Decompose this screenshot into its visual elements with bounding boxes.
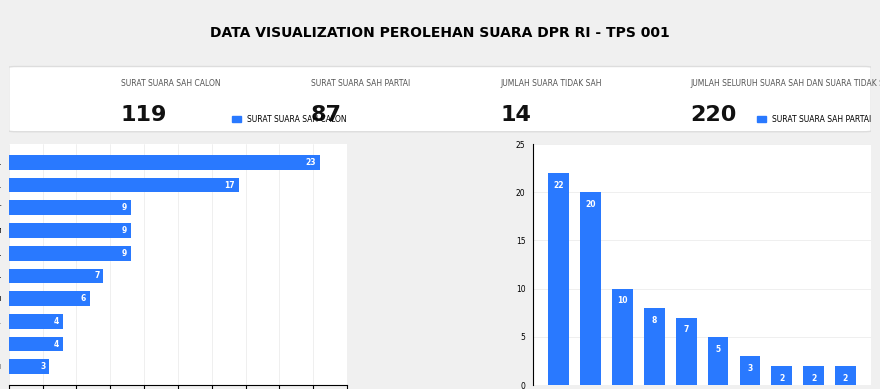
Text: SURAT SUARA SAH CALON: SURAT SUARA SAH CALON bbox=[121, 79, 221, 88]
Legend: SURAT SUARA SAH PARTAI: SURAT SUARA SAH PARTAI bbox=[753, 112, 874, 127]
Bar bbox=[803, 366, 824, 385]
Text: 10: 10 bbox=[617, 296, 627, 305]
Text: DATA VISUALIZATION PEROLEHAN SUARA DPR RI - TPS 001: DATA VISUALIZATION PEROLEHAN SUARA DPR R… bbox=[210, 26, 670, 40]
Text: 2: 2 bbox=[843, 373, 848, 382]
FancyBboxPatch shape bbox=[9, 67, 871, 132]
Text: 7: 7 bbox=[94, 272, 99, 280]
Text: 17: 17 bbox=[224, 180, 235, 189]
Text: 4: 4 bbox=[54, 317, 59, 326]
Bar bbox=[9, 268, 104, 283]
Bar bbox=[9, 200, 130, 215]
Bar bbox=[9, 314, 62, 329]
Bar bbox=[548, 173, 569, 385]
Bar bbox=[9, 336, 62, 351]
Text: 9: 9 bbox=[121, 226, 127, 235]
Text: 22: 22 bbox=[554, 180, 564, 190]
Bar bbox=[9, 291, 90, 306]
Bar bbox=[772, 366, 792, 385]
Bar bbox=[9, 359, 49, 374]
Bar bbox=[835, 366, 856, 385]
Bar bbox=[612, 289, 633, 385]
Text: JUMLAH SELURUH SUARA SAH DAN SUARA TIDAK SAH: JUMLAH SELURUH SUARA SAH DAN SUARA TIDAK… bbox=[690, 79, 880, 88]
Bar bbox=[739, 356, 760, 385]
Bar bbox=[676, 317, 697, 385]
Legend: SURAT SUARA SAH CALON: SURAT SUARA SAH CALON bbox=[229, 112, 350, 127]
Text: JUMLAH SUARA TIDAK SAH: JUMLAH SUARA TIDAK SAH bbox=[501, 79, 602, 88]
Text: 9: 9 bbox=[121, 249, 127, 258]
Text: 2: 2 bbox=[811, 373, 817, 382]
Text: 7: 7 bbox=[684, 325, 689, 334]
Bar bbox=[644, 308, 664, 385]
Bar bbox=[9, 223, 130, 238]
Text: 87: 87 bbox=[311, 105, 341, 125]
Text: 9: 9 bbox=[121, 203, 127, 212]
Bar bbox=[708, 337, 729, 385]
Bar bbox=[9, 155, 320, 170]
Text: 2: 2 bbox=[779, 373, 784, 382]
Text: 23: 23 bbox=[305, 158, 316, 167]
Text: 20: 20 bbox=[585, 200, 596, 209]
Text: 3: 3 bbox=[747, 364, 752, 373]
Text: 5: 5 bbox=[715, 345, 721, 354]
Text: 4: 4 bbox=[54, 340, 59, 349]
Text: 6: 6 bbox=[81, 294, 86, 303]
Text: SURAT SUARA SAH PARTAI: SURAT SUARA SAH PARTAI bbox=[311, 79, 410, 88]
Text: 220: 220 bbox=[690, 105, 737, 125]
Text: 8: 8 bbox=[651, 316, 657, 325]
Bar bbox=[9, 246, 130, 261]
Text: 14: 14 bbox=[501, 105, 532, 125]
Text: 119: 119 bbox=[121, 105, 167, 125]
Bar bbox=[580, 192, 601, 385]
Bar bbox=[9, 178, 238, 193]
Text: 3: 3 bbox=[40, 362, 46, 371]
